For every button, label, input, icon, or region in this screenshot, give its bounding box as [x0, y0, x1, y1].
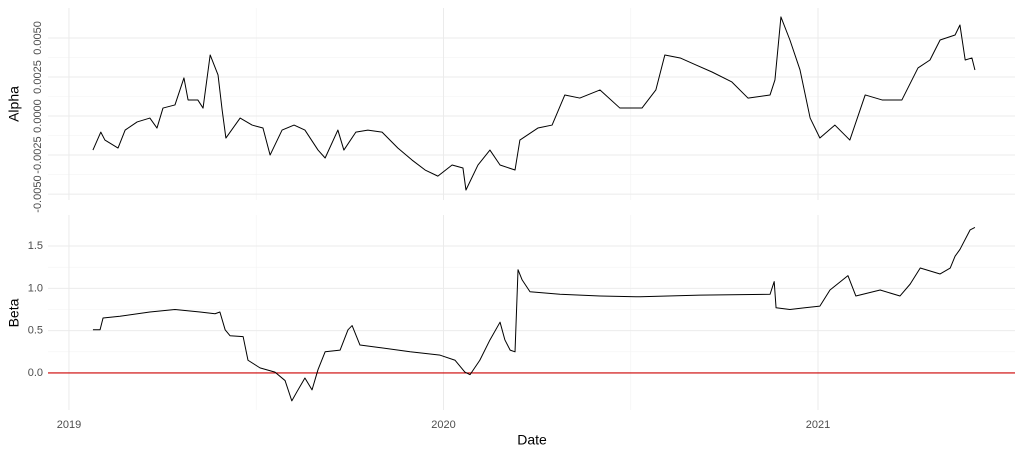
y-tick-label: 0.0 [28, 367, 43, 379]
y-tick-label: 0.0000 [32, 99, 44, 133]
x-tick-label: 2020 [431, 419, 455, 431]
y-axis-title: Alpha [6, 86, 22, 122]
y-tick-label: -0.0050 [32, 175, 44, 212]
y-tick-label: 1.0 [28, 282, 43, 294]
data-line [92, 16, 976, 191]
y-tick-label: 0.0025 [32, 60, 44, 94]
data-line [92, 226, 976, 402]
x-tick-label: 2021 [806, 419, 830, 431]
x-tick-label: 2019 [57, 419, 81, 431]
y-tick-label: 0.0050 [32, 21, 44, 55]
y-tick-label: 1.5 [28, 240, 43, 252]
y-tick-label: -0.0025 [32, 136, 44, 173]
y-axis-title: Beta [6, 298, 22, 327]
y-tick-label: 0.5 [28, 325, 43, 337]
x-axis-title: Date [517, 432, 547, 448]
